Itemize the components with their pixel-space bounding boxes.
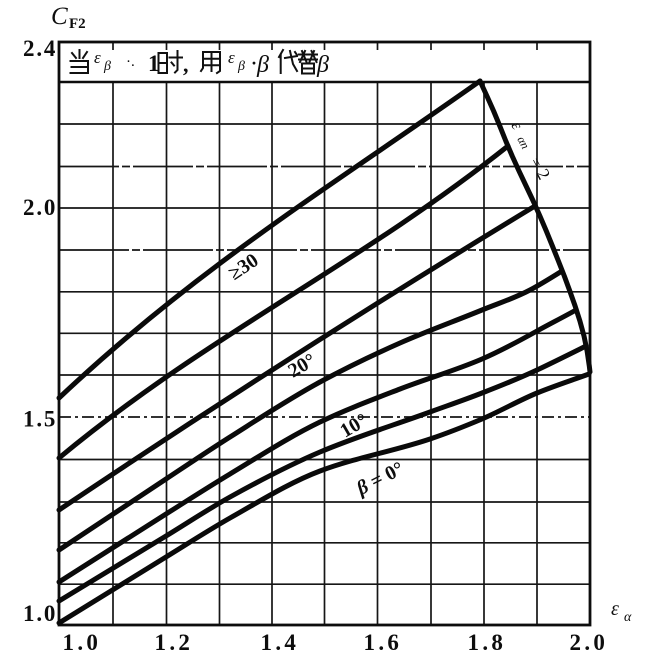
svg-text:1.6: 1.6	[364, 630, 401, 655]
svg-text:β: β	[256, 52, 269, 78]
svg-text:C: C	[51, 3, 68, 30]
svg-text:,: ,	[183, 52, 189, 77]
svg-text:ε: ε	[94, 48, 101, 67]
svg-text:α: α	[624, 610, 632, 625]
svg-text:2.4: 2.4	[23, 36, 57, 61]
svg-text:1.0: 1.0	[23, 601, 57, 626]
svg-text:1.5: 1.5	[23, 407, 57, 432]
svg-text:β: β	[103, 59, 111, 74]
svg-text:1.2: 1.2	[155, 630, 192, 655]
svg-text:1.0: 1.0	[63, 630, 100, 655]
svg-text:β: β	[316, 52, 329, 78]
svg-text:2.0: 2.0	[23, 195, 57, 220]
svg-text:1: 1	[148, 51, 160, 76]
svg-text:·: ·	[251, 53, 257, 73]
svg-text:1.8: 1.8	[468, 630, 505, 655]
svg-text:ε: ε	[611, 598, 619, 620]
svg-text:F2: F2	[69, 16, 86, 32]
svg-text:1.4: 1.4	[261, 630, 298, 655]
svg-text:ε: ε	[228, 48, 235, 67]
svg-text:2.0: 2.0	[570, 630, 607, 655]
svg-text:·.: ·.	[126, 54, 135, 70]
svg-text:αn: αn	[514, 134, 532, 151]
svg-text:β: β	[237, 59, 245, 74]
